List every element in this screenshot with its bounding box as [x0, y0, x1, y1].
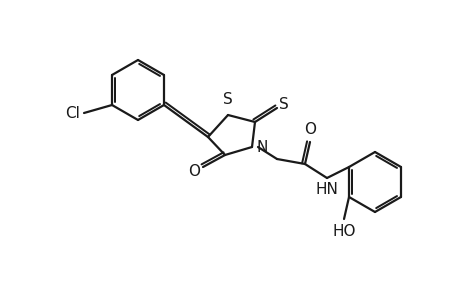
Text: O: O [188, 164, 200, 178]
Text: Cl: Cl [65, 106, 80, 121]
Text: O: O [303, 122, 315, 137]
Text: HO: HO [331, 224, 355, 239]
Text: HN: HN [315, 182, 338, 197]
Text: S: S [223, 92, 232, 107]
Text: N: N [257, 140, 268, 154]
Text: S: S [279, 97, 288, 112]
